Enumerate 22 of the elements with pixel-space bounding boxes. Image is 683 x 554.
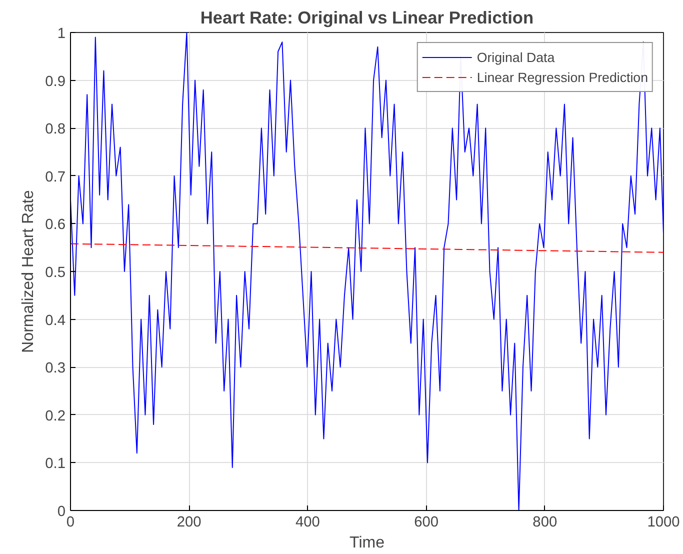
y-tick-label: 0.8 (45, 122, 66, 138)
y-tick-label: 0.2 (45, 408, 66, 424)
y-tick-label: 0 (57, 504, 66, 520)
legend-label: Original Data (476, 50, 555, 64)
x-tick-label: 800 (532, 514, 558, 530)
y-axis-title: Normalized Heart Rate (20, 190, 38, 353)
y-tick-label: 0.5 (45, 265, 66, 281)
y-tick-label: 0.9 (45, 74, 66, 90)
x-axis-title: Time (350, 534, 385, 552)
x-tick-label: 200 (176, 514, 202, 530)
legend-label: Linear Regression Prediction (476, 70, 648, 84)
x-tick-label: 400 (295, 514, 320, 530)
line-series (70, 32, 664, 510)
y-tick-label: 0.1 (45, 456, 66, 472)
y-tick-label: 0.3 (45, 360, 66, 377)
y-tick-label: 0.7 (45, 169, 66, 186)
x-tick-label: 600 (414, 514, 439, 530)
y-tick-label: 0.6 (45, 217, 66, 234)
chart-title: Heart Rate: Original vs Linear Prediction (200, 8, 534, 28)
y-tick-label: 0.4 (45, 312, 66, 329)
y-tick-label: 1 (57, 26, 66, 42)
x-tick-label: 1000 (647, 514, 680, 530)
